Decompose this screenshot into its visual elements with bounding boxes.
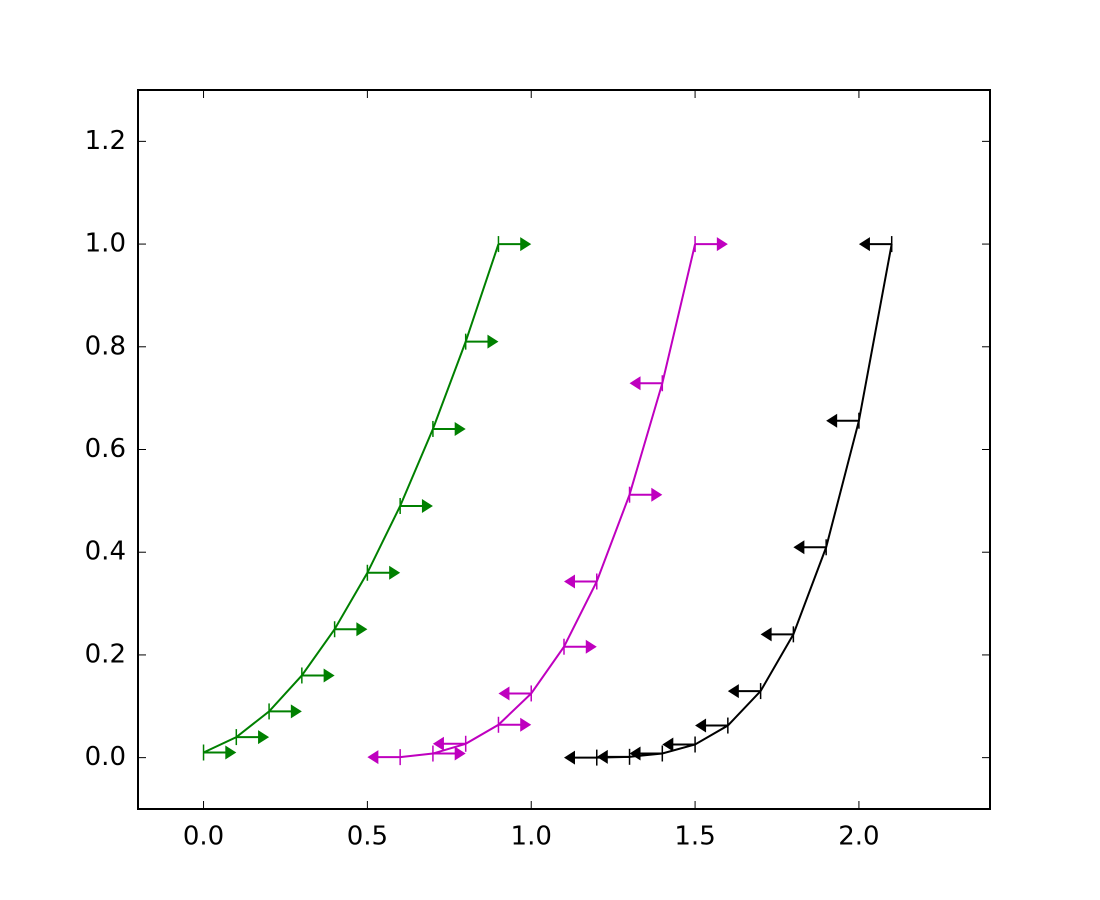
error-bar (333, 621, 368, 638)
y-tick-label: 0.0 (85, 742, 126, 772)
error-bar (695, 717, 729, 734)
series-line (400, 243, 697, 759)
error-bar (694, 236, 728, 253)
x-tick-label: 0.5 (347, 822, 388, 852)
error-bar (498, 685, 532, 702)
error-bar (858, 236, 893, 253)
error-bar (268, 703, 302, 720)
error-bar (662, 736, 696, 753)
y-tick-label: 0.8 (85, 331, 126, 361)
error-bar (564, 749, 598, 766)
error-bar (301, 667, 335, 684)
error-bar (727, 683, 762, 700)
x-tick-label: 0.0 (183, 822, 224, 852)
error-bar (497, 236, 532, 253)
error-bar (432, 735, 467, 752)
x-tick-label: 1.5 (674, 822, 715, 852)
series-line (596, 243, 893, 759)
y-tick-label: 0.2 (85, 639, 126, 669)
error-bar (629, 745, 664, 762)
error-bar (596, 748, 631, 765)
axes-frame (137, 89, 991, 810)
error-bar (793, 539, 827, 556)
error-bar (399, 497, 433, 514)
error-bar (432, 420, 466, 437)
error-bar (432, 745, 466, 762)
error-bar (497, 716, 532, 733)
y-tick-label: 0.6 (85, 434, 126, 464)
x-tick-label: 2.0 (838, 822, 879, 852)
error-bar (563, 638, 597, 655)
error-bar (760, 626, 795, 643)
error-bar (366, 564, 401, 581)
y-tick-label: 1.0 (85, 229, 126, 259)
y-tick-label: 0.4 (85, 537, 126, 567)
x-tick-label: 1.0 (511, 822, 552, 852)
plot-area (138, 90, 990, 809)
error-bar (202, 744, 237, 761)
error-bar (464, 333, 499, 350)
series-line (203, 243, 500, 754)
y-tick-label: 1.2 (85, 126, 126, 156)
error-bar (235, 729, 270, 746)
error-bar (367, 749, 401, 766)
error-bar (826, 412, 860, 429)
error-bar (629, 375, 664, 392)
error-bar (564, 573, 598, 590)
error-bar (628, 486, 663, 503)
